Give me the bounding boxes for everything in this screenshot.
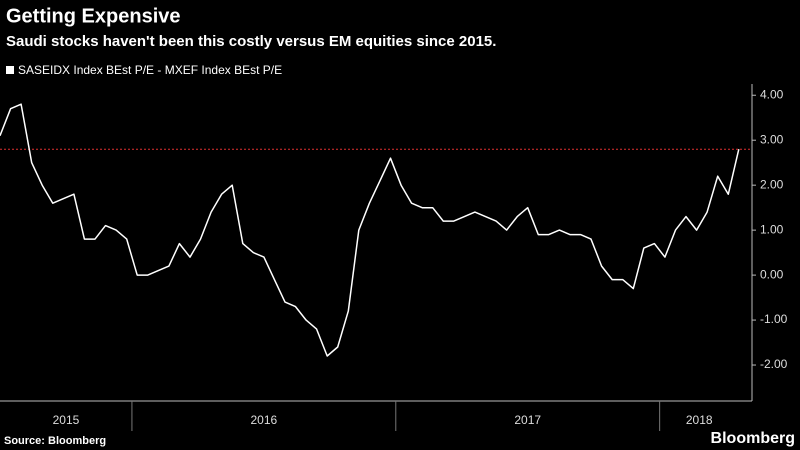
x-tick-label: 2015 [53, 413, 80, 427]
x-tick-label: 2018 [686, 413, 713, 427]
chart-title: Getting Expensive [6, 5, 181, 27]
x-tick-label: 2017 [514, 413, 541, 427]
y-tick-label: 2.00 [760, 177, 784, 191]
legend-swatch [6, 66, 14, 74]
chart-subtitle: Saudi stocks haven't been this costly ve… [6, 33, 496, 50]
legend-label: SASEIDX Index BEst P/E - MXEF Index BEst… [18, 63, 282, 77]
y-tick-label: 3.00 [760, 132, 784, 146]
y-tick-label: -2.00 [760, 357, 788, 371]
y-tick-label: -1.00 [760, 312, 788, 326]
series-line [0, 103, 740, 357]
y-tick-label: 4.00 [760, 87, 784, 101]
y-tick-label: 1.00 [760, 222, 784, 236]
x-tick-label: 2016 [251, 413, 278, 427]
y-tick-label: 0.00 [760, 267, 784, 281]
brand: Bloomberg [711, 430, 795, 447]
source: Source: Bloomberg [4, 435, 106, 447]
